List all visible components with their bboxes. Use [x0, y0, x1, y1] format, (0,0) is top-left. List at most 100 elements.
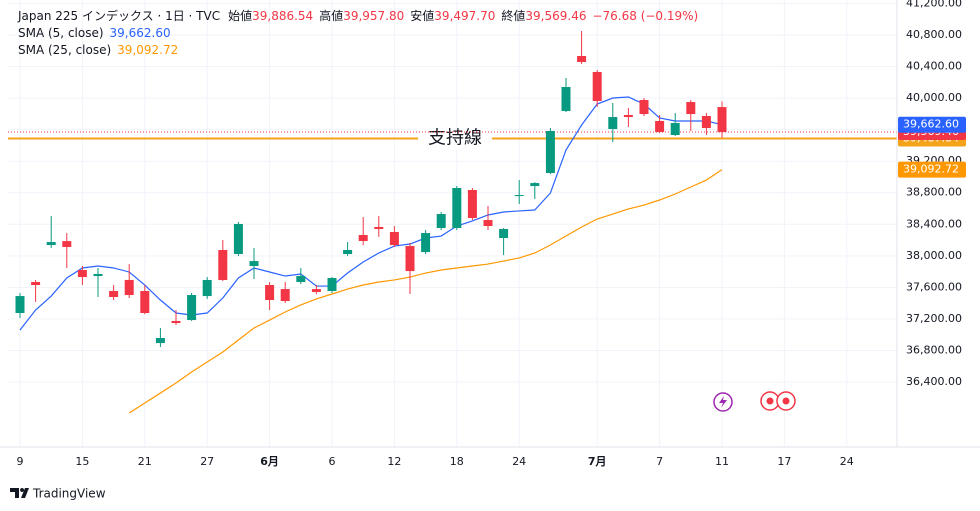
y-tick-label: 38,800.00: [906, 186, 962, 199]
candle-body: [218, 249, 228, 280]
ohlc-value: 39,569.46: [525, 9, 586, 23]
event-icons[interactable]: [713, 391, 796, 412]
candle-body: [530, 183, 540, 187]
brand-name[interactable]: TradingView: [32, 487, 106, 501]
event-icon-glyph: [766, 397, 774, 405]
candle-body: [421, 233, 431, 253]
candle-body: [155, 338, 165, 344]
ohlc-name: 安値: [410, 8, 434, 23]
candle-body: [62, 241, 72, 248]
candle-body: [467, 189, 477, 218]
candle-body: [93, 273, 103, 277]
symbol: Japan 225 インデックス · 1日 · TVC: [17, 8, 220, 23]
ohlc-value: 39,497.70: [434, 9, 495, 23]
candle-body: [124, 279, 134, 296]
x-tick-label: 9: [17, 455, 24, 468]
x-tick-label: 6月: [260, 455, 279, 468]
candle-body: [280, 289, 290, 302]
y-tick-label: 40,000.00: [906, 91, 962, 104]
candle-body: [577, 55, 587, 62]
y-tick-label: 41,200.00: [906, 0, 962, 9]
candle-body: [77, 270, 87, 278]
sma-line: [19, 96, 723, 331]
x-tick-label: 24: [512, 455, 526, 468]
candle-body: [452, 188, 462, 228]
candle-body: [436, 214, 446, 228]
candle-body: [670, 123, 680, 136]
ohlc-name: 始値: [228, 8, 252, 23]
candle-body: [31, 282, 41, 286]
y-tick-label: 40,800.00: [906, 28, 962, 41]
candle-body: [514, 195, 524, 197]
candle-body: [686, 102, 696, 115]
x-tick-label: 18: [450, 455, 464, 468]
price-tag: [898, 116, 966, 133]
support-label: 支持線: [428, 127, 482, 148]
candle-body: [623, 114, 633, 118]
x-tick-label: 6: [329, 455, 336, 468]
candle-body: [233, 223, 243, 255]
x-tick-label: 24: [840, 455, 854, 468]
x-tick-label: 27: [200, 455, 214, 468]
ohlc-name: 終値: [501, 8, 525, 23]
candle-body: [327, 277, 337, 292]
legend-name[interactable]: SMA (25, close): [18, 43, 111, 57]
x-tick-label: 7月: [588, 455, 607, 468]
support-label-bg: [418, 127, 492, 150]
change: −76.68 (−0.19%): [592, 9, 698, 23]
ohlc-value: 39,957.80: [343, 9, 404, 23]
y-tick-label: 36,800.00: [906, 343, 962, 356]
candle-body: [374, 226, 384, 230]
candle-body: [358, 235, 368, 242]
legend-header: Japan 225 インデックス · 1日 · TVC 始値39,886.54 高値…: [17, 8, 698, 23]
candle-body: [202, 279, 212, 297]
legend-name[interactable]: SMA (5, close): [18, 26, 104, 40]
price-tag: [898, 161, 966, 178]
legend-value: 39,092.72: [117, 43, 178, 57]
x-tick-label: 17: [777, 455, 791, 468]
brand-logo[interactable]: TradingView: [10, 487, 106, 501]
event-icon-glyph: [782, 397, 790, 405]
x-tick-label: 15: [75, 455, 89, 468]
candle-body: [46, 242, 56, 246]
candle-body: [187, 295, 197, 321]
candle-body: [343, 249, 353, 255]
price-tag-label: 39,092.72: [903, 163, 959, 176]
candle-body: [109, 291, 119, 298]
x-tick-label: 12: [387, 455, 401, 468]
y-tick-label: 38,400.00: [906, 217, 962, 230]
x-tick-label: 21: [138, 455, 152, 468]
y-tick-label: 38,000.00: [906, 249, 962, 262]
candle-body: [249, 261, 259, 267]
candle-body: [499, 229, 509, 239]
price-axis: 36,400.00 36,800.00 37,200.00 37,600.00 38,0…: [898, 0, 966, 388]
candle-body: [389, 232, 399, 246]
candle-body: [545, 130, 555, 174]
y-tick-label: 36,400.00: [906, 375, 962, 388]
grid: [8, 0, 897, 447]
candle-body: [15, 296, 25, 314]
y-tick-label: 40,400.00: [906, 60, 962, 73]
y-tick-label: 37,600.00: [906, 280, 962, 293]
x-tick-label: 7: [656, 455, 663, 468]
price-tag-label: 39,662.60: [903, 118, 959, 131]
logo-icon: [10, 488, 29, 498]
candle-body: [405, 246, 415, 272]
x-tick-label: 11: [715, 455, 729, 468]
sma-line: [128, 169, 723, 414]
candle-body: [296, 276, 306, 283]
plot: 支持線: [8, 30, 897, 414]
candle-body: [561, 86, 571, 112]
y-tick-label: 37,200.00: [906, 312, 962, 325]
legend-value: 39,662.60: [110, 26, 171, 40]
candle-body: [608, 117, 618, 130]
candle-body: [701, 116, 711, 128]
event-icon-glyph: [719, 396, 727, 408]
candle-body: [655, 120, 665, 133]
candle-body: [140, 291, 150, 314]
ohlc-name: 高値: [319, 8, 343, 23]
ohlc-value: 39,886.54: [252, 9, 313, 23]
candle-body: [639, 99, 649, 115]
candle-body: [265, 285, 275, 300]
